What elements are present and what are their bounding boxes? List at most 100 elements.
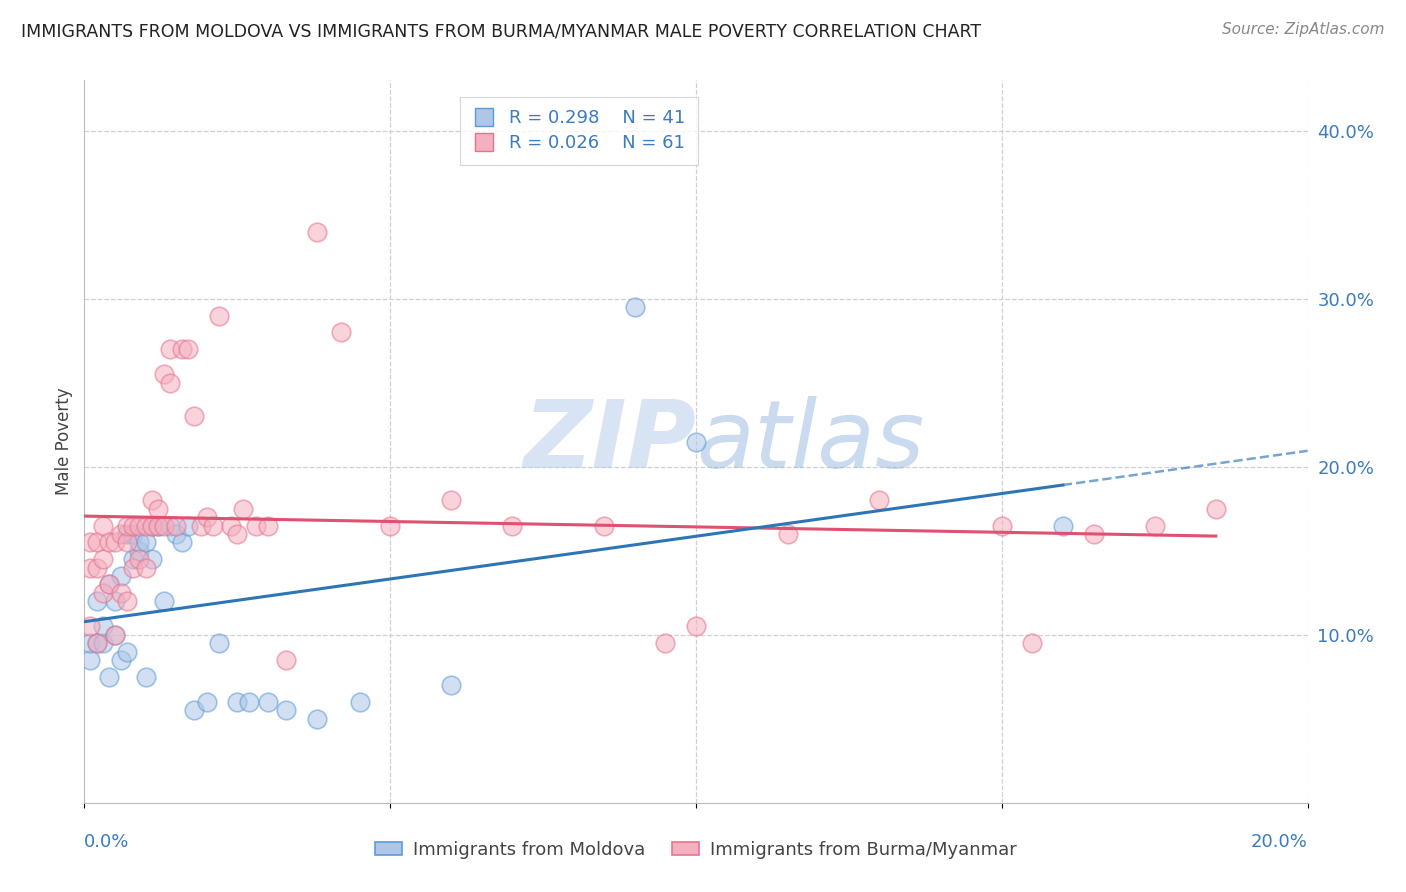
Point (104, 594, 127, 608)
Point (115, 644, 138, 658)
Point (146, 501, 169, 516)
Point (135, 670, 157, 684)
Point (79, 560, 101, 574)
Point (153, 518, 176, 533)
Point (208, 309, 231, 323)
Point (685, 434, 707, 449)
Point (349, 695, 371, 709)
Point (86, 636, 108, 650)
Point (128, 543, 150, 558)
Point (190, 518, 212, 533)
Point (115, 594, 138, 608)
Point (276, 703, 298, 717)
Point (141, 518, 163, 533)
Point (79, 619, 101, 633)
Point (122, 560, 145, 574)
Point (165, 527, 187, 541)
Point (86, 560, 108, 574)
Point (135, 518, 157, 533)
Text: ZIP: ZIP (523, 395, 696, 488)
Point (122, 518, 145, 533)
Point (276, 653, 298, 667)
Point (219, 518, 242, 533)
Point (141, 493, 163, 508)
Point (86, 636, 108, 650)
Point (440, 678, 463, 692)
Y-axis label: Male Poverty: Male Poverty (55, 388, 73, 495)
Point (135, 535, 157, 549)
Point (380, 518, 402, 533)
Point (177, 518, 200, 533)
Point (172, 342, 194, 356)
Point (128, 535, 150, 549)
Point (91, 619, 114, 633)
Point (257, 518, 280, 533)
Point (195, 695, 218, 709)
Point (128, 518, 150, 533)
Point (91, 586, 114, 600)
Point (172, 535, 194, 549)
Point (257, 695, 280, 709)
Point (86, 594, 108, 608)
Point (195, 510, 218, 524)
Point (330, 326, 353, 340)
Point (141, 518, 163, 533)
Point (238, 695, 260, 709)
Point (91, 518, 114, 533)
Point (208, 636, 231, 650)
Point (115, 535, 138, 549)
Point (183, 703, 205, 717)
Legend: Immigrants from Moldova, Immigrants from Burma/Myanmar: Immigrants from Moldova, Immigrants from… (368, 834, 1024, 866)
Point (201, 518, 224, 533)
Text: 20.0%: 20.0% (1251, 833, 1308, 851)
Text: Source: ZipAtlas.com: Source: ZipAtlas.com (1222, 22, 1385, 37)
Text: 0.0%: 0.0% (84, 833, 129, 851)
Point (146, 518, 169, 533)
Point (91, 636, 114, 650)
Point (177, 342, 200, 356)
Point (110, 569, 132, 583)
Point (97, 670, 120, 684)
Point (226, 695, 249, 709)
Point (159, 376, 181, 390)
Text: atlas: atlas (696, 396, 924, 487)
Point (245, 518, 267, 533)
Point (159, 518, 181, 533)
Point (232, 501, 254, 516)
Point (165, 518, 187, 533)
Point (122, 527, 145, 541)
Point (104, 628, 127, 642)
Point (183, 409, 205, 424)
Point (91, 552, 114, 566)
Point (305, 712, 328, 726)
Point (128, 552, 150, 566)
Point (593, 518, 616, 533)
Point (104, 628, 127, 642)
Text: IMMIGRANTS FROM MOLDOVA VS IMMIGRANTS FROM BURMA/MYANMAR MALE POVERTY CORRELATIO: IMMIGRANTS FROM MOLDOVA VS IMMIGRANTS FR… (21, 22, 981, 40)
Point (122, 552, 145, 566)
Point (115, 518, 138, 533)
Point (110, 586, 132, 600)
Point (869, 493, 891, 508)
Point (226, 527, 249, 541)
Point (624, 300, 647, 314)
Point (654, 636, 676, 650)
Point (1205, 501, 1227, 516)
Point (991, 518, 1014, 533)
Point (440, 493, 463, 508)
Point (79, 653, 101, 667)
Point (153, 594, 176, 608)
Point (110, 653, 132, 667)
Point (79, 535, 101, 549)
Point (97, 577, 120, 591)
Point (115, 527, 138, 541)
Point (135, 560, 157, 574)
Point (1083, 527, 1105, 541)
Point (97, 535, 120, 549)
Point (146, 518, 169, 533)
Point (79, 636, 101, 650)
Point (1052, 518, 1074, 533)
Point (1021, 636, 1043, 650)
Point (1143, 518, 1166, 533)
Point (305, 225, 328, 239)
